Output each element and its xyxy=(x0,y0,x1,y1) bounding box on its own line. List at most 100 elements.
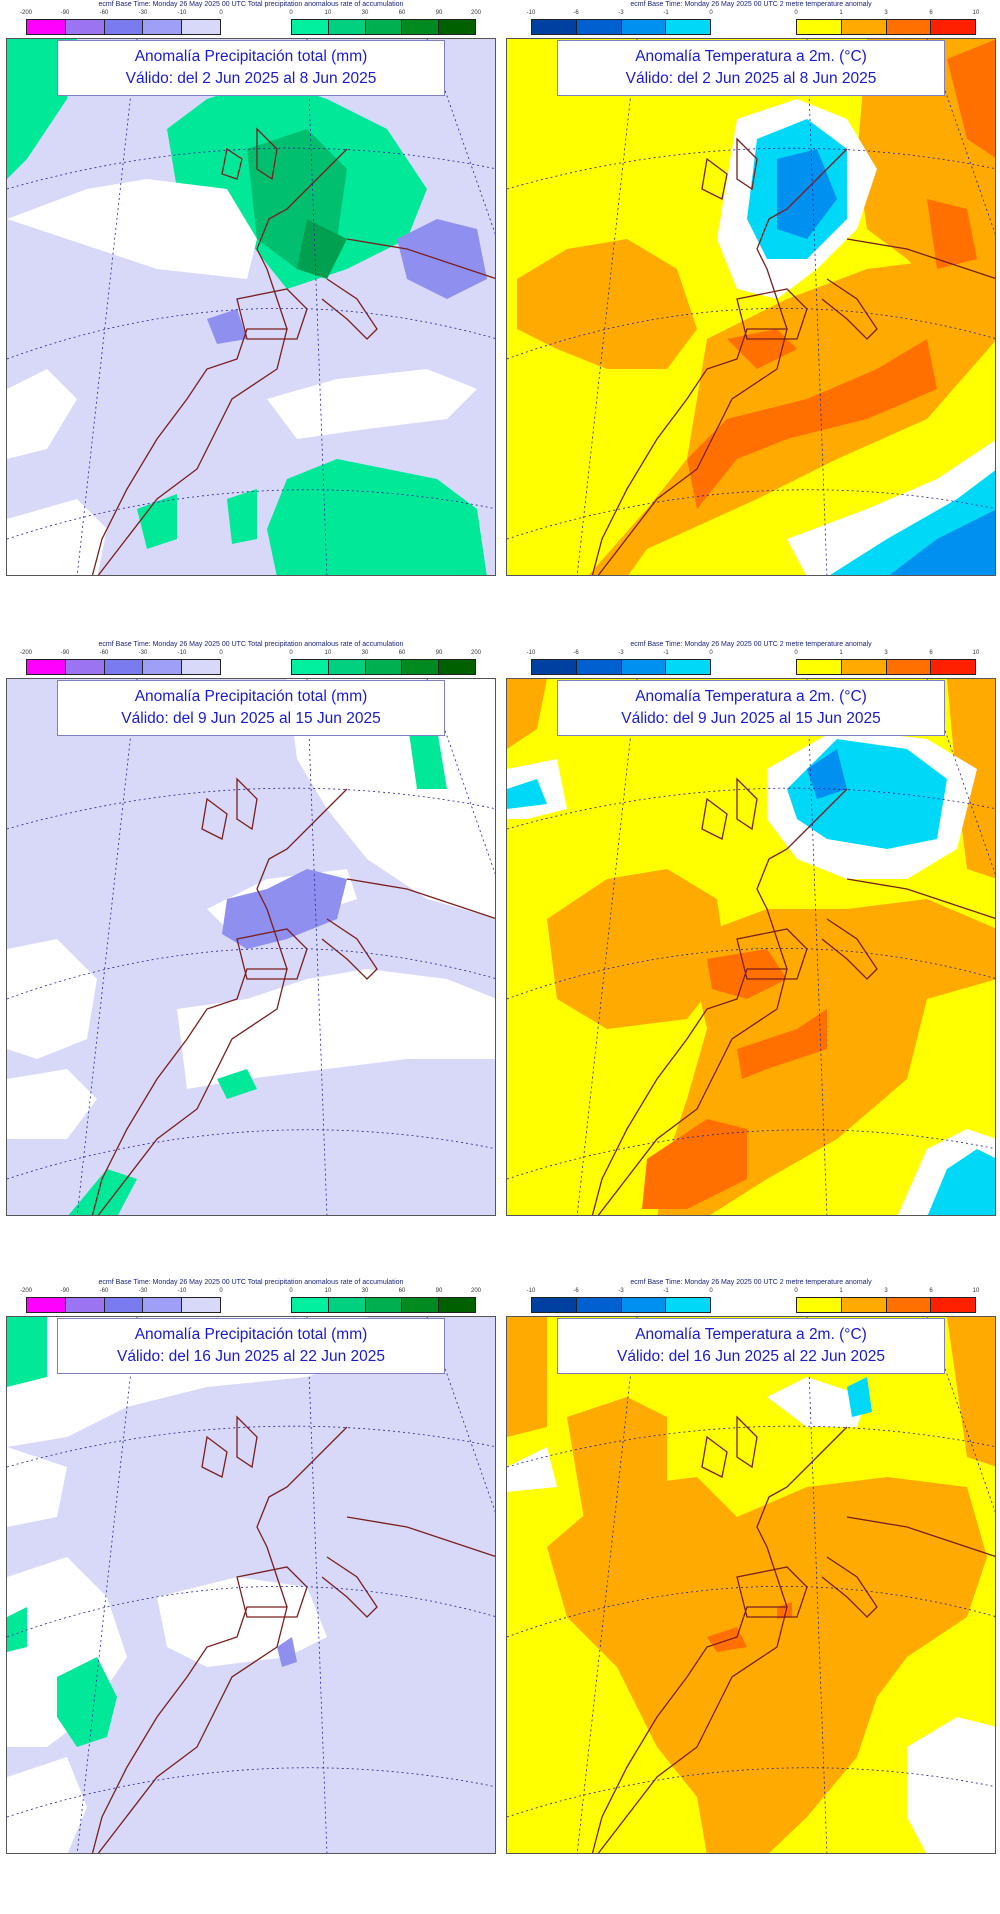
color-bar xyxy=(291,19,476,35)
color-bar xyxy=(796,1297,976,1313)
temp-legend: ecmf Base Time: Monday 26 May 2025 00 UT… xyxy=(506,1278,996,1314)
negative-scale: -200 -90 -60 -30 -10 0 xyxy=(20,10,223,36)
legend-caption: ecmf Base Time: Monday 26 May 2025 00 UT… xyxy=(98,1279,404,1286)
swatch xyxy=(532,20,577,34)
positive-scale: 0 1 3 6 10 xyxy=(794,10,979,36)
tick-label: -3 xyxy=(618,650,624,656)
tick-label: 0 xyxy=(794,1288,798,1294)
swatch xyxy=(143,1298,183,1312)
legend-caption: ecmf Base Time: Monday 26 May 2025 00 UT… xyxy=(98,641,404,648)
temp-legend: ecmf Base Time: Monday 26 May 2025 00 UT… xyxy=(506,640,996,676)
map-title-box: Anomalía Precipitación total (mm) Válido… xyxy=(57,40,445,96)
swatch xyxy=(797,1298,842,1312)
tick-label: -60 xyxy=(99,10,109,16)
map-title-box: Anomalía Precipitación total (mm) Válido… xyxy=(57,1318,445,1374)
temp-legend: ecmf Base Time: Monday 26 May 2025 00 UT… xyxy=(506,0,996,36)
swatch xyxy=(841,1298,887,1312)
map-valid-period: Válido: del 2 Jun 2025 al 8 Jun 2025 xyxy=(625,70,877,87)
positive-scale: 0 1 3 6 10 xyxy=(794,650,979,676)
map-title: Anomalía Temperatura a 2m. (°C) xyxy=(635,1326,867,1343)
swatch xyxy=(931,1298,975,1312)
map-title: Anomalía Temperatura a 2m. (°C) xyxy=(635,688,867,705)
tick-label: -30 xyxy=(138,1288,148,1294)
swatch xyxy=(65,1298,105,1312)
negative-scale: -200 -90 -60 -30 -10 0 xyxy=(20,650,223,676)
tick-label: 200 xyxy=(470,1288,482,1294)
tick-label: 30 xyxy=(361,650,369,656)
positive-scale: 0 10 30 60 90 200 xyxy=(289,1288,481,1314)
tick-label: 10 xyxy=(324,10,332,16)
tick-label: -6 xyxy=(573,10,579,16)
precip-anomaly-map: Anomalía Precipitación total (mm) Válido… xyxy=(6,38,496,576)
swatch xyxy=(439,20,475,34)
tick-label: -1 xyxy=(663,650,669,656)
color-bar xyxy=(26,1297,221,1313)
negative-scale: -10 -6 -3 -1 0 xyxy=(527,1288,713,1314)
swatch xyxy=(532,1298,577,1312)
swatch xyxy=(439,660,475,674)
tick-label: -30 xyxy=(138,10,148,16)
temp-anomaly-map: Anomalía Temperatura a 2m. (°C) Válido: … xyxy=(506,678,996,1216)
positive-scale: 0 10 30 60 90 200 xyxy=(289,650,481,676)
map-valid-period: Válido: del 9 Jun 2025 al 15 Jun 2025 xyxy=(621,710,881,727)
tick-label: 90 xyxy=(435,1288,443,1294)
tick-label: 30 xyxy=(361,1288,369,1294)
swatch xyxy=(402,660,440,674)
map-title-box: Anomalía Temperatura a 2m. (°C) Válido: … xyxy=(557,40,945,96)
swatch xyxy=(328,1298,366,1312)
map-graphic xyxy=(7,1317,495,1853)
swatch xyxy=(886,1298,932,1312)
map-title: Anomalía Precipitación total (mm) xyxy=(134,1326,368,1343)
tick-label: 10 xyxy=(324,1288,332,1294)
color-bar xyxy=(291,659,476,675)
swatch xyxy=(576,20,622,34)
swatch xyxy=(292,1298,329,1312)
swatch xyxy=(931,660,975,674)
tick-label: 0 xyxy=(289,10,293,16)
tick-label: -10 xyxy=(177,10,187,16)
swatch xyxy=(886,20,932,34)
tick-label: -1 xyxy=(663,1288,669,1294)
tick-label: 0 xyxy=(219,1288,223,1294)
swatch xyxy=(65,660,105,674)
tick-label: 200 xyxy=(470,650,482,656)
swatch xyxy=(104,20,144,34)
tick-label: 3 xyxy=(884,650,888,656)
swatch xyxy=(439,1298,475,1312)
tick-label: 0 xyxy=(794,10,798,16)
tick-label: -200 xyxy=(19,650,33,656)
map-graphic xyxy=(507,679,995,1215)
swatch xyxy=(65,20,105,34)
precip-legend: ecmf Base Time: Monday 26 May 2025 00 UT… xyxy=(6,1278,496,1314)
legend-caption: ecmf Base Time: Monday 26 May 2025 00 UT… xyxy=(630,1279,872,1286)
tick-label: -3 xyxy=(618,10,624,16)
map-graphic xyxy=(7,39,495,575)
tick-label: -30 xyxy=(138,650,148,656)
tick-label: 1 xyxy=(839,10,843,16)
swatch xyxy=(666,1298,710,1312)
map-graphic xyxy=(507,39,995,575)
tick-label: -10 xyxy=(177,650,187,656)
swatch xyxy=(27,20,66,34)
map-graphic xyxy=(7,679,495,1215)
tick-label: 0 xyxy=(219,10,223,16)
map-valid-period: Válido: del 9 Jun 2025 al 15 Jun 2025 xyxy=(121,710,381,727)
swatch xyxy=(104,1298,144,1312)
swatch xyxy=(365,20,403,34)
tick-label: 90 xyxy=(435,10,443,16)
map-title: Anomalía Temperatura a 2m. (°C) xyxy=(635,48,867,65)
tick-label: 0 xyxy=(709,650,713,656)
tick-label: 0 xyxy=(219,650,223,656)
swatch xyxy=(576,660,622,674)
map-valid-period: Válido: del 16 Jun 2025 al 22 Jun 2025 xyxy=(616,1348,886,1365)
swatch xyxy=(841,660,887,674)
temp-anomaly-map: Anomalía Temperatura a 2m. (°C) Válido: … xyxy=(506,38,996,576)
swatch xyxy=(576,1298,622,1312)
tick-label: 60 xyxy=(398,10,406,16)
swatch xyxy=(402,20,440,34)
tick-label: 3 xyxy=(884,10,888,16)
tick-label: 6 xyxy=(929,1288,933,1294)
tick-label: -60 xyxy=(99,1288,109,1294)
map-title: Anomalía Precipitación total (mm) xyxy=(134,688,368,705)
color-bar xyxy=(531,659,711,675)
